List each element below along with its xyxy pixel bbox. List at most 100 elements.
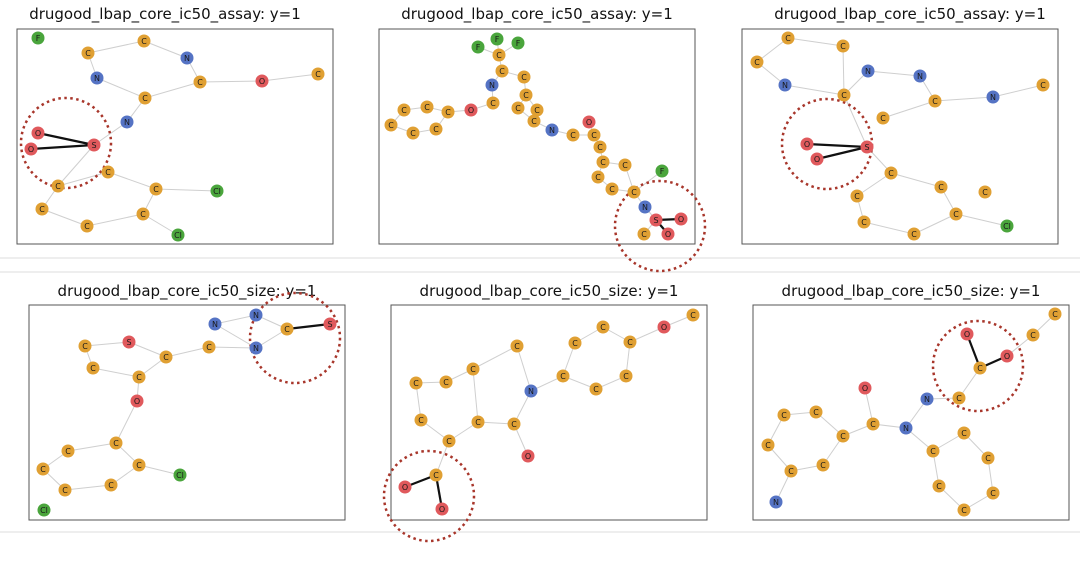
atom-marker xyxy=(566,128,580,142)
atom-label: O xyxy=(804,140,810,149)
panel-5: drugood_lbap_core_ic50_size: y=1 C O C C C C C C… xyxy=(382,282,708,543)
atom-label: C xyxy=(854,192,860,201)
atom-marker xyxy=(471,415,485,429)
atom-marker xyxy=(173,468,187,482)
atom-node: S xyxy=(122,335,136,349)
bond-edge xyxy=(84,341,130,347)
atom-marker xyxy=(769,495,783,509)
atom-node: C xyxy=(1048,307,1062,321)
atom-node: C xyxy=(781,31,795,45)
atom-node: O xyxy=(674,212,688,226)
atom-node: N xyxy=(769,495,783,509)
atom-label: C xyxy=(531,117,537,126)
atom-node: N xyxy=(913,69,927,83)
atom-node: C xyxy=(957,426,971,440)
atom-label: C xyxy=(870,420,876,429)
atom-label: Cl xyxy=(176,471,184,480)
atom-marker xyxy=(836,39,850,53)
atom-marker xyxy=(657,320,671,334)
atom-marker xyxy=(137,34,151,48)
atom-label: N xyxy=(782,81,788,90)
atom-marker xyxy=(837,88,851,102)
atom-label: C xyxy=(315,70,321,79)
atom-node: O xyxy=(661,227,675,241)
atom-label: C xyxy=(475,418,481,427)
atom-label: C xyxy=(84,222,90,231)
atom-node: C xyxy=(35,202,49,216)
atom-marker xyxy=(850,189,864,203)
atom-node: N xyxy=(120,115,134,129)
atom-marker xyxy=(101,165,115,179)
atom-node: Cl xyxy=(37,503,51,517)
atom-node: C xyxy=(957,503,971,517)
bond-edge xyxy=(57,171,109,187)
atom-label: C xyxy=(813,408,819,417)
atom-node: C xyxy=(138,91,152,105)
atom-label: C xyxy=(523,91,529,100)
atom-node: C xyxy=(777,408,791,422)
atom-node: C xyxy=(686,308,700,322)
atom-label: N xyxy=(528,387,534,396)
bond-edge xyxy=(882,100,936,119)
atom-label: N xyxy=(184,54,190,63)
atom-node: N xyxy=(861,64,875,78)
atom-label: N xyxy=(773,498,779,507)
atom-node: N xyxy=(90,71,104,85)
atom-marker xyxy=(866,417,880,431)
atom-label: C xyxy=(514,342,520,351)
atom-node: N xyxy=(208,317,222,331)
atom-marker xyxy=(471,40,485,54)
atom-node: C xyxy=(627,185,641,199)
atom-marker xyxy=(960,327,974,341)
atom-node: C xyxy=(109,436,123,450)
highlight-circle xyxy=(19,96,113,190)
atom-node: C xyxy=(442,434,456,448)
atom-node: C xyxy=(439,375,453,389)
atom-marker xyxy=(132,370,146,384)
atom-marker xyxy=(149,182,163,196)
atom-node: C xyxy=(519,88,533,102)
bond-edge xyxy=(843,94,868,148)
atom-label: C xyxy=(90,364,96,373)
atom-node: O xyxy=(657,320,671,334)
atom-label: C xyxy=(781,411,787,420)
atom-node: C xyxy=(495,64,509,78)
atom-marker xyxy=(907,227,921,241)
atom-label: O xyxy=(862,384,868,393)
atom-label: Cl xyxy=(213,187,221,196)
atom-marker xyxy=(957,426,971,440)
atom-marker xyxy=(1048,307,1062,321)
atom-node: C xyxy=(816,458,830,472)
atom-node: O xyxy=(24,142,38,156)
atom-node: C xyxy=(837,88,851,102)
highlight-circle xyxy=(931,319,1025,413)
atom-label: N xyxy=(903,424,909,433)
atom-marker xyxy=(655,164,669,178)
bond-edge xyxy=(96,77,146,99)
atom-label: C xyxy=(788,467,794,476)
atom-label: C xyxy=(961,429,967,438)
atom-node: C xyxy=(836,39,850,53)
atom-marker xyxy=(384,118,398,132)
atom-node: F xyxy=(655,164,669,178)
bond-edge xyxy=(913,213,957,235)
atom-node: C xyxy=(556,369,570,383)
atom-node: O xyxy=(960,327,974,341)
bond-edge xyxy=(214,314,257,325)
atom-node: F xyxy=(471,40,485,54)
atom-node: C xyxy=(907,227,921,241)
atom-marker xyxy=(591,170,605,184)
atom-label: C xyxy=(880,114,886,123)
atom-marker xyxy=(180,51,194,65)
atom-label: C xyxy=(534,106,540,115)
bond-edge xyxy=(472,368,479,423)
atom-marker xyxy=(638,200,652,214)
atom-label: C xyxy=(113,439,119,448)
atom-node: C xyxy=(517,70,531,84)
atom-marker xyxy=(249,308,263,322)
atom-label: C xyxy=(597,143,603,152)
atom-node: C xyxy=(78,339,92,353)
atom-node: O xyxy=(1000,349,1014,363)
atom-node: C xyxy=(637,227,651,241)
